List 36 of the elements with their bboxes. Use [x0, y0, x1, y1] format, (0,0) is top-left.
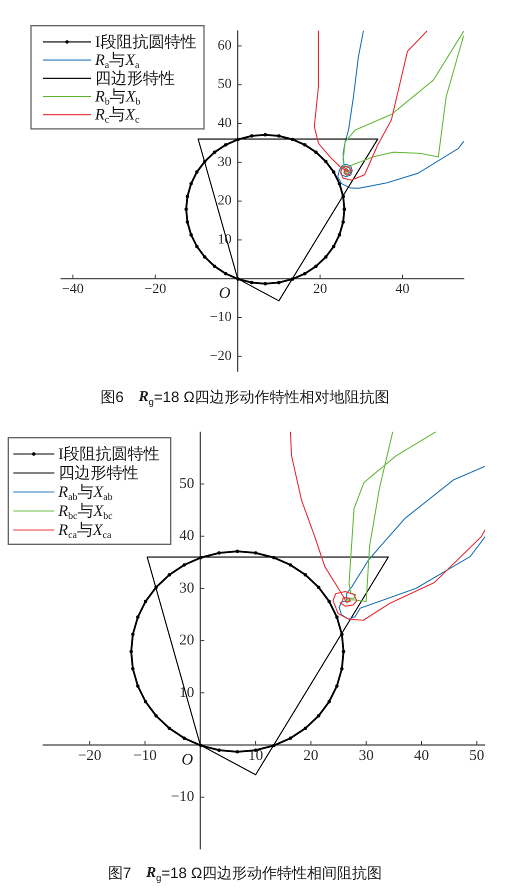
legend-label: 四边形特性	[58, 464, 138, 482]
y-tick-label: 60	[218, 38, 232, 54]
x-tick-label: 30	[358, 748, 374, 764]
legend-label: R$_{c}$与X$_{c}$	[94, 105, 140, 126]
y-tick-label: 20	[179, 632, 194, 649]
x-tick-label: −20	[78, 748, 102, 764]
legend-label: 四边形特性	[95, 68, 175, 87]
y-tick-label: 50	[179, 476, 194, 492]
y-tick-label: 20	[218, 194, 232, 209]
x-tick-label: 50	[469, 748, 484, 764]
x-tick-label: 20	[313, 282, 328, 298]
x-tick-label: 40	[395, 282, 410, 298]
y-tick-label: 50	[218, 77, 232, 92]
legend-label: R$_{ca}$与X$_{ca}$	[57, 520, 112, 541]
legend-label: I段阻抗圆特性	[58, 444, 160, 462]
x-tick-label: 20	[303, 748, 318, 764]
y-tick-label: −10	[170, 789, 194, 806]
legend-label: R$_{b}$与X$_{b}$	[94, 87, 141, 108]
y-tick-label: 30	[179, 580, 194, 596]
legend-label: R$_{a}$与X$_{a}$	[94, 50, 140, 72]
y-tick-label: 30	[218, 154, 232, 170]
y-tick-label: 40	[218, 116, 232, 132]
y-tick-label: 40	[179, 528, 194, 544]
annotation: O	[218, 285, 231, 302]
x-tick-label: −40	[62, 282, 84, 298]
annotation: O	[182, 752, 194, 768]
x-tick-label: −10	[133, 748, 157, 764]
x-tick-label: −20	[144, 282, 166, 298]
text: 图6 R$_{g}$=18 Ω四边形动作特性相对地阻抗图	[100, 388, 390, 407]
y-tick-label: −20	[210, 348, 232, 364]
x-tick-label: 40	[414, 748, 430, 764]
legend-label: I段阻抗圆特性	[95, 32, 196, 50]
text: 图7 R$_{g}$=18 Ω四边形动作特性相间阻抗图	[108, 864, 382, 883]
legend-label: R$_{ab}$与X$_{ab}$	[57, 482, 113, 503]
legend-label: R$_{bc}$与X$_{bc}$	[57, 502, 114, 522]
y-tick-label: −10	[210, 310, 232, 325]
